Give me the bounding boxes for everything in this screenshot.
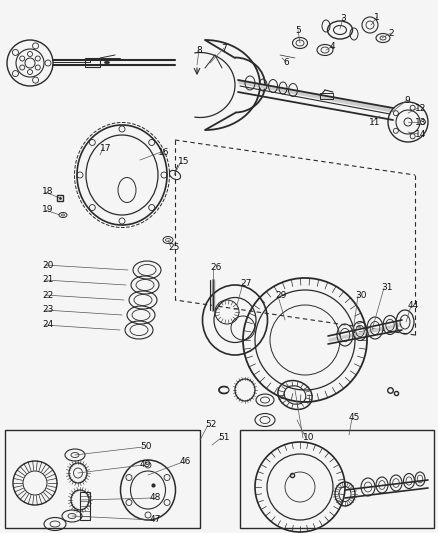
Text: 49: 49 <box>140 461 151 470</box>
Text: 1: 1 <box>373 12 379 21</box>
Bar <box>319 93 332 99</box>
Text: 46: 46 <box>180 457 191 466</box>
Text: 44: 44 <box>407 302 418 311</box>
Text: 14: 14 <box>414 130 425 139</box>
Text: 2: 2 <box>387 28 393 37</box>
Text: 24: 24 <box>42 320 53 329</box>
Text: 10: 10 <box>302 433 314 442</box>
Text: 5: 5 <box>294 26 300 35</box>
Bar <box>240 430 433 528</box>
Text: 23: 23 <box>42 305 53 314</box>
Text: 52: 52 <box>205 421 216 430</box>
Text: 51: 51 <box>218 433 229 442</box>
Text: 26: 26 <box>209 263 221 272</box>
Text: 29: 29 <box>274 292 286 301</box>
Text: 13: 13 <box>414 117 426 126</box>
Text: 8: 8 <box>195 45 201 54</box>
Text: 6: 6 <box>283 58 288 67</box>
Text: 20: 20 <box>42 261 53 270</box>
Text: 17: 17 <box>100 143 111 152</box>
Text: 9: 9 <box>403 95 409 104</box>
Text: 22: 22 <box>42 290 53 300</box>
Bar <box>5 430 200 528</box>
Text: 19: 19 <box>42 206 53 214</box>
Text: 47: 47 <box>150 515 161 524</box>
Text: 16: 16 <box>158 148 169 157</box>
Text: 31: 31 <box>380 284 392 293</box>
Text: 21: 21 <box>42 276 53 285</box>
Text: 15: 15 <box>177 157 189 166</box>
Text: 12: 12 <box>414 103 425 112</box>
Text: 3: 3 <box>339 13 345 22</box>
Text: 30: 30 <box>354 292 366 301</box>
Bar <box>85 58 100 67</box>
Text: 7: 7 <box>220 44 226 52</box>
Bar <box>80 492 90 520</box>
Text: 48: 48 <box>150 494 161 503</box>
Text: 4: 4 <box>329 42 335 51</box>
Text: 45: 45 <box>348 414 360 423</box>
Text: 11: 11 <box>368 117 380 126</box>
Text: 27: 27 <box>240 279 251 287</box>
Text: 50: 50 <box>140 442 151 451</box>
Text: 25: 25 <box>168 243 179 252</box>
Text: 18: 18 <box>42 188 53 197</box>
